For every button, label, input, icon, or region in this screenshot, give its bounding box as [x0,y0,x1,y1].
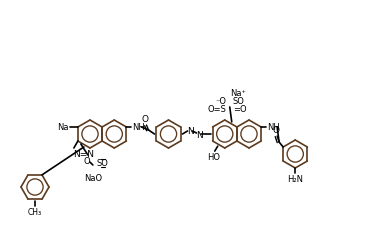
Text: CH₃: CH₃ [28,207,42,216]
Text: =O: =O [233,104,246,113]
Text: SO: SO [97,159,109,168]
Text: O=S: O=S [208,104,227,113]
Text: O: O [273,125,279,134]
Text: N=N: N=N [73,149,94,158]
Text: NH: NH [132,123,145,132]
Text: O: O [142,114,149,123]
Text: Na: Na [58,123,69,132]
Text: O: O [83,156,90,165]
Text: NH: NH [267,123,280,132]
Text: ⁻O: ⁻O [216,96,227,105]
Text: Na⁺: Na⁺ [230,88,246,97]
Text: N: N [196,130,203,139]
Text: SO: SO [233,96,245,105]
Text: NaO: NaO [84,173,102,182]
Text: H₂N: H₂N [287,174,303,183]
Text: N: N [188,127,194,136]
Text: HO: HO [207,153,220,161]
